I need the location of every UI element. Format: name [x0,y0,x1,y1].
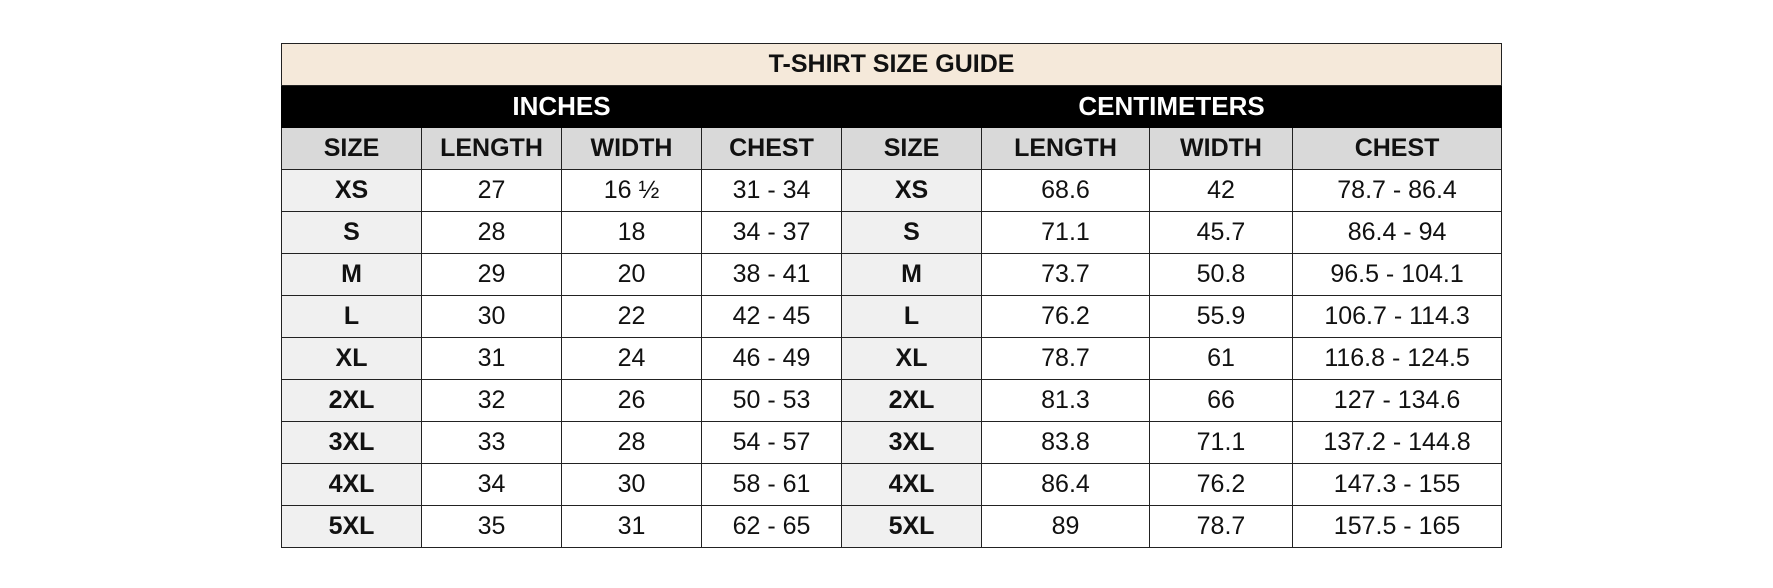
column-header: CHEST [701,127,842,170]
measure-cell: 20 [561,253,702,296]
measure-cell: 24 [561,337,702,380]
measure-cell: 31 - 34 [701,169,842,212]
size-cell: XL [841,337,982,380]
column-header: SIZE [841,127,982,170]
size-cell: 4XL [281,463,422,506]
measure-cell: 31 [561,505,702,548]
size-cell: 5XL [841,505,982,548]
size-row: L 30 22 42 - 45 L 76.2 55.9 106.7 - 114.3 [281,295,1503,338]
column-header: WIDTH [1149,127,1293,170]
size-row: XS 27 16 ½ 31 - 34 XS 68.6 42 78.7 - 86.4 [281,169,1503,212]
measure-cell: 106.7 - 114.3 [1291,295,1503,338]
size-cell: 2XL [281,379,422,422]
measure-cell: 45.7 [1149,211,1293,254]
measure-cell: 22 [561,295,702,338]
size-cell: L [281,295,422,338]
size-row: 5XL 35 31 62 - 65 5XL 89 78.7 157.5 - 165 [281,505,1503,548]
measure-cell: 54 - 57 [701,421,842,464]
measure-cell: 86.4 - 94 [1291,211,1503,254]
measure-cell: 58 - 61 [701,463,842,506]
measure-cell: 96.5 - 104.1 [1291,253,1503,296]
measure-cell: 62 - 65 [701,505,842,548]
size-cell: 4XL [841,463,982,506]
table-title: T-SHIRT SIZE GUIDE [280,43,1503,86]
measure-cell: 89 [981,505,1150,548]
column-header: SIZE [281,127,422,170]
size-cell: 5XL [281,505,422,548]
measure-cell: 61 [1149,337,1293,380]
size-cell: 3XL [281,421,422,464]
measure-cell: 78.7 - 86.4 [1291,169,1503,212]
size-cell: M [281,253,422,296]
measure-cell: 26 [561,379,702,422]
measure-cell: 66 [1149,379,1293,422]
measure-cell: 78.7 [981,337,1150,380]
measure-cell: 147.3 - 155 [1291,463,1503,506]
measure-cell: 46 - 49 [701,337,842,380]
measure-cell: 27 [421,169,562,212]
measure-cell: 71.1 [1149,421,1293,464]
measure-cell: 28 [421,211,562,254]
measure-cell: 127 - 134.6 [1291,379,1503,422]
measure-cell: 71.1 [981,211,1150,254]
measure-cell: 76.2 [981,295,1150,338]
table-body: T-SHIRT SIZE GUIDE INCHES CENTIMETERS SI… [280,43,1503,548]
measure-cell: 28 [561,421,702,464]
measure-cell: 42 [1149,169,1293,212]
measure-cell: 137.2 - 144.8 [1291,421,1503,464]
group-row: INCHES CENTIMETERS [281,85,1503,128]
measure-cell: 34 - 37 [701,211,842,254]
size-row: XL 31 24 46 - 49 XL 78.7 61 116.8 - 124.5 [281,337,1503,380]
size-cell: XS [841,169,982,212]
size-cell: S [281,211,422,254]
size-cell: S [841,211,982,254]
measure-cell: 157.5 - 165 [1291,505,1503,548]
title-row: T-SHIRT SIZE GUIDE [280,43,1503,86]
group-header: INCHES [281,85,842,128]
size-row: 2XL 32 26 50 - 53 2XL 81.3 66 127 - 134.6 [281,379,1503,422]
measure-cell: 34 [421,463,562,506]
measure-cell: 29 [421,253,562,296]
size-table: T-SHIRT SIZE GUIDE INCHES CENTIMETERS SI… [280,43,1503,548]
measure-cell: 42 - 45 [701,295,842,338]
measure-cell: 78.7 [1149,505,1293,548]
measure-cell: 38 - 41 [701,253,842,296]
measure-cell: 55.9 [1149,295,1293,338]
column-header: LENGTH [981,127,1150,170]
measure-cell: 31 [421,337,562,380]
measure-cell: 86.4 [981,463,1150,506]
measure-cell: 16 ½ [561,169,702,212]
measure-cell: 30 [421,295,562,338]
group-header: CENTIMETERS [840,85,1503,128]
size-cell: XL [281,337,422,380]
measure-cell: 73.7 [981,253,1150,296]
measure-cell: 32 [421,379,562,422]
column-header: LENGTH [421,127,562,170]
measure-cell: 18 [561,211,702,254]
size-cell: L [841,295,982,338]
size-row: S 28 18 34 - 37 S 71.1 45.7 86.4 - 94 [281,211,1503,254]
measure-cell: 81.3 [981,379,1150,422]
size-cell: XS [281,169,422,212]
measure-cell: 50.8 [1149,253,1293,296]
measure-cell: 76.2 [1149,463,1293,506]
measure-cell: 33 [421,421,562,464]
column-header: CHEST [1291,127,1503,170]
measure-cell: 68.6 [981,169,1150,212]
measure-cell: 35 [421,505,562,548]
size-row: 4XL 34 30 58 - 61 4XL 86.4 76.2 147.3 - 155 [281,463,1503,506]
column-header: WIDTH [561,127,702,170]
size-row: M 29 20 38 - 41 M 73.7 50.8 96.5 - 104.1 [281,253,1503,296]
measure-cell: 83.8 [981,421,1150,464]
measure-cell: 30 [561,463,702,506]
size-cell: 3XL [841,421,982,464]
measure-cell: 50 - 53 [701,379,842,422]
size-cell: M [841,253,982,296]
size-cell: 2XL [841,379,982,422]
measure-cell: 116.8 - 124.5 [1291,337,1503,380]
column-header-row: SIZE LENGTH WIDTH CHEST SIZE LENGTH WIDTH CHEST [281,127,1503,170]
size-row: 3XL 33 28 54 - 57 3XL 83.8 71.1 137.2 - 144.8 [281,421,1503,464]
